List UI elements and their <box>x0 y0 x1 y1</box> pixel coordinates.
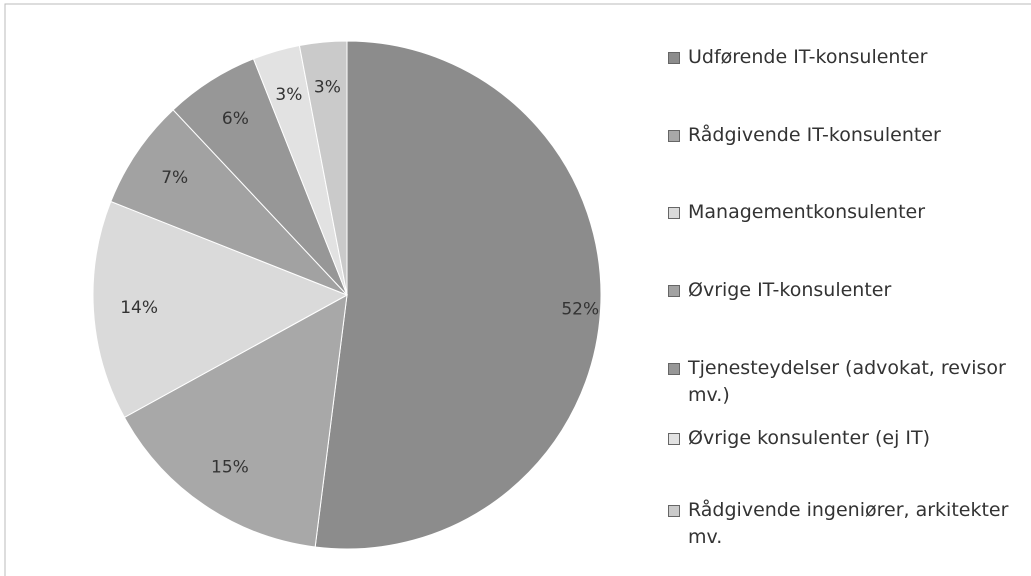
data-label: 52% <box>561 300 599 320</box>
legend-swatch <box>668 130 680 142</box>
legend-label: Øvrige konsulenter (ej IT) <box>688 427 931 449</box>
data-label: 14% <box>120 298 158 318</box>
legend-label: Øvrige IT-konsulenter <box>688 279 892 301</box>
legend-label: Managementkonsulenter <box>688 201 926 223</box>
frame <box>4 3 1031 576</box>
legend-swatch <box>668 433 680 445</box>
legend-label: Rådgivende ingeniører, arkitekter mv. <box>688 499 1009 548</box>
legend-swatch <box>668 207 680 219</box>
legend-item: Managementkonsulenter <box>668 199 1031 226</box>
legend-item: Rådgivende IT-konsulenter <box>668 122 1031 149</box>
legend-label: Tjenesteydelser (advokat, revisor mv.) <box>688 357 1006 406</box>
pie-slice <box>123 294 348 548</box>
legend-swatch <box>668 285 680 297</box>
data-label: 7% <box>161 168 188 188</box>
pie-slice <box>298 40 348 296</box>
data-label: 3% <box>275 85 302 105</box>
data-label: 3% <box>314 78 341 98</box>
legend-item: Tjenesteydelser (advokat, revisor mv.) <box>668 355 1031 409</box>
legend-swatch <box>668 505 680 517</box>
legend-item: Udførende IT-konsulenter <box>668 44 1031 71</box>
pie-slice <box>110 109 348 296</box>
legend-swatch <box>668 52 680 64</box>
pie-slice <box>92 200 349 419</box>
data-label: 6% <box>222 109 249 129</box>
legend-item: Rådgivende ingeniører, arkitekter mv. <box>668 497 1031 551</box>
legend-label: Udførende IT-konsulenter <box>688 46 928 68</box>
pie-slice <box>314 40 602 550</box>
data-label: 15% <box>211 457 249 477</box>
legend-item: Øvrige konsulenter (ej IT) <box>668 425 1031 452</box>
legend-label: Rådgivende IT-konsulenter <box>688 124 941 146</box>
legend-item: Øvrige IT-konsulenter <box>668 277 1031 304</box>
legend-swatch <box>668 363 680 375</box>
